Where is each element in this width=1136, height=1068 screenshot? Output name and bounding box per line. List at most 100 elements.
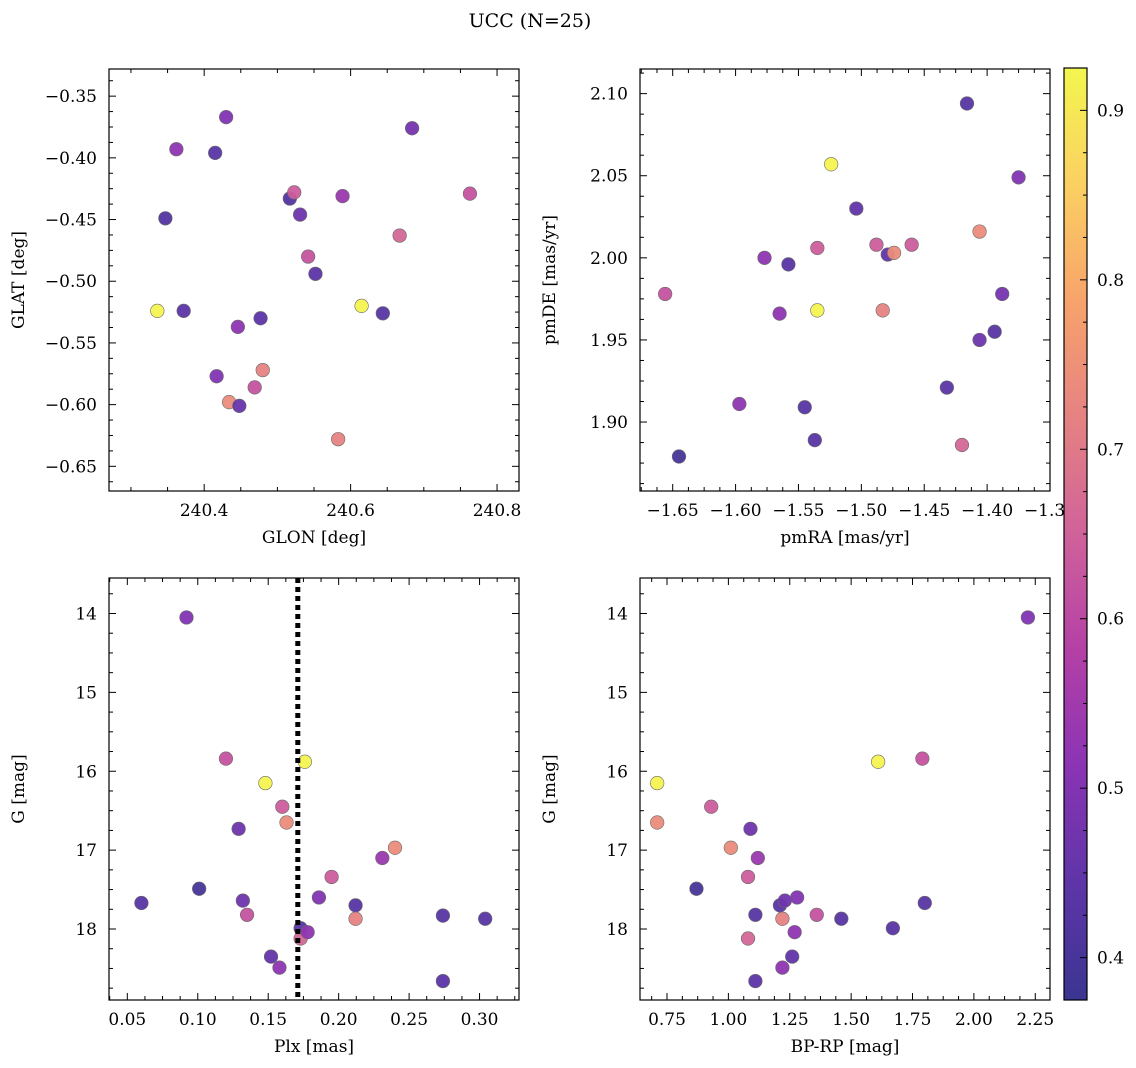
scatter-point xyxy=(757,250,772,265)
x-tick-label: 1.75 xyxy=(894,1010,932,1030)
axes-frame xyxy=(108,577,520,1001)
x-tick-label: −1.35 xyxy=(1024,501,1076,521)
scatter-point xyxy=(871,754,886,769)
scatter-point xyxy=(740,869,756,885)
scatter-point xyxy=(658,286,673,302)
scatter-point xyxy=(834,911,849,926)
scatter-point xyxy=(748,907,763,922)
scatter-point xyxy=(849,201,864,216)
scatter-point xyxy=(732,396,747,412)
scatter-point xyxy=(348,911,363,926)
scatter-point xyxy=(179,610,194,625)
scatter-point xyxy=(743,821,758,836)
scatter-point xyxy=(292,207,308,222)
scatter-point xyxy=(781,257,796,272)
y-tick-label: 2.10 xyxy=(590,85,628,105)
x-axis-label: Plx [mas] xyxy=(274,1037,354,1057)
y-tick-label: 14 xyxy=(75,604,97,624)
x-tick-label: 1.50 xyxy=(832,1010,870,1030)
scatter-point xyxy=(987,324,1002,339)
scatter-point xyxy=(387,840,403,855)
y-tick-label: −0.45 xyxy=(45,211,97,231)
panel-pmra_pmde: −1.65 −1.60 −1.55 −1.50 −1.45 −1.40 −1.35 1.90 1… xyxy=(540,68,1076,548)
scatter-point xyxy=(704,799,719,814)
scatter-point xyxy=(392,228,407,243)
y-tick-label: 17 xyxy=(606,841,628,861)
scatter-point xyxy=(230,319,245,334)
scatter-point xyxy=(235,893,250,908)
y-tick-label: 18 xyxy=(606,920,628,940)
scatter-point xyxy=(462,186,478,201)
x-tick-label: −1.50 xyxy=(835,501,887,521)
scatter-point xyxy=(275,799,290,814)
scatter-point xyxy=(904,237,919,252)
scatter-point xyxy=(886,245,902,261)
panel-plx_g: 0.05 0.10 0.15 0.20 0.25 0.30 14 15 16 17 18 Plx [m… xyxy=(9,577,520,1057)
scatter-point xyxy=(810,303,825,318)
x-tick-label: 2.25 xyxy=(1016,1010,1054,1030)
y-tick-label: 18 xyxy=(75,920,97,940)
x-tick-label: 0.25 xyxy=(390,1010,428,1030)
scatter-point xyxy=(405,121,420,136)
scatter-point xyxy=(824,157,839,172)
scatter-point xyxy=(247,380,262,395)
y-tick-label: −0.65 xyxy=(45,457,97,477)
y-tick-label: −0.55 xyxy=(45,334,97,354)
scatter-point xyxy=(253,311,268,326)
scatter-points xyxy=(650,610,1036,989)
x-tick-label: 1.00 xyxy=(709,1010,747,1030)
scatter-point xyxy=(263,949,279,964)
scatter-point xyxy=(939,380,954,395)
scatter-point xyxy=(750,850,765,866)
scatter-point xyxy=(158,211,173,226)
y-tick-label: 1.95 xyxy=(590,331,628,351)
x-tick-label: 0.20 xyxy=(320,1010,358,1030)
y-tick-label: 1.90 xyxy=(590,413,628,433)
x-tick-label: 0.30 xyxy=(461,1010,499,1030)
scatter-point xyxy=(335,188,350,204)
scatter-point xyxy=(354,298,369,314)
scatter-point xyxy=(650,815,665,830)
scatter-point xyxy=(324,869,339,885)
scatter-point xyxy=(375,850,390,866)
scatter-point xyxy=(723,840,738,855)
y-axis-label: G [mag] xyxy=(540,754,560,823)
scatter-point xyxy=(192,881,207,896)
scatter-point xyxy=(301,249,316,264)
y-tick-label: −0.35 xyxy=(45,87,97,107)
scatter-point xyxy=(972,224,987,239)
scatter-point xyxy=(348,898,363,913)
scatter-point xyxy=(478,911,493,926)
scatter-point xyxy=(740,931,756,946)
scatter-point xyxy=(435,908,451,923)
x-tick-label: 0.75 xyxy=(648,1010,686,1030)
x-axis-label: pmRA [mas/yr] xyxy=(780,528,909,548)
axes-frame xyxy=(639,68,1051,492)
scatter-point xyxy=(150,303,165,318)
scatter-point xyxy=(885,921,900,936)
scatter-point xyxy=(689,881,704,896)
colorbar-tick-label: 0.7 xyxy=(1097,440,1124,460)
scatter-point xyxy=(255,362,270,378)
y-axis-label: G [mag] xyxy=(9,754,29,823)
panel-bprp_g: 0.75 1.00 1.25 1.50 1.75 2.00 2.25 14 15 16 17 18 BP… xyxy=(540,577,1054,1057)
scatter-point xyxy=(300,925,315,940)
scatter-point xyxy=(777,893,792,908)
x-tick-label: −1.55 xyxy=(772,501,824,521)
scatter-point xyxy=(775,911,790,926)
y-tick-label: 2.05 xyxy=(590,167,628,187)
scatter-point xyxy=(772,306,787,321)
axes-frame xyxy=(639,577,1051,1001)
x-axis-label: GLON [deg] xyxy=(262,528,366,548)
scatter-point xyxy=(972,332,987,348)
figure-title: UCC (N=25) xyxy=(469,10,592,32)
x-tick-label: −1.60 xyxy=(710,501,762,521)
panel-glon_glat: 240.4 240.6 240.8 −0.35 −0.40 −0.45 −0.50 −0.55… xyxy=(9,68,521,548)
scatter-point xyxy=(915,751,930,766)
y-tick-label: −0.40 xyxy=(45,149,97,169)
scatter-point xyxy=(287,185,302,200)
colorbar-tick-label: 0.6 xyxy=(1097,610,1124,630)
y-tick-label: 16 xyxy=(606,762,628,782)
colorbar: 0.4 0.5 0.6 0.7 0.8 0.9 xyxy=(1063,67,1124,1001)
scatter-point xyxy=(239,907,255,922)
